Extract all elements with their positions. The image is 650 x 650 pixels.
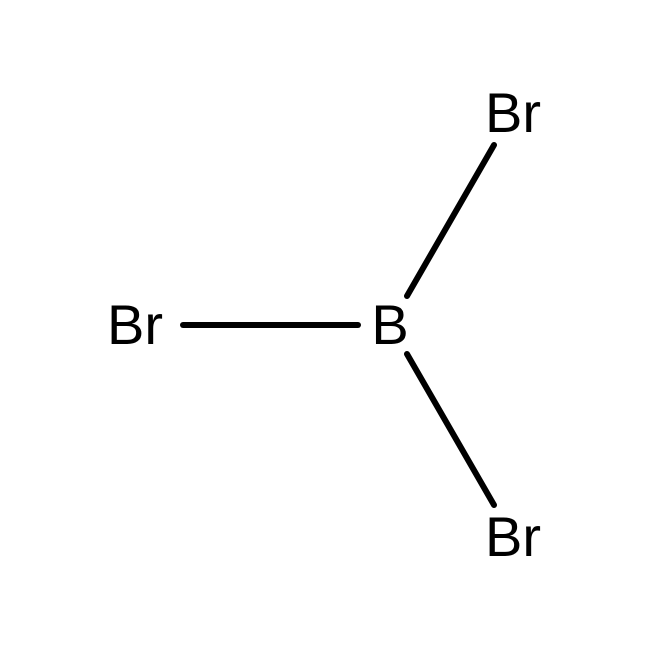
bond-layer — [0, 0, 650, 650]
bond-b-br-upper — [407, 145, 494, 296]
molecule-diagram: B Br Br Br — [0, 0, 650, 650]
atom-boron: B — [371, 297, 408, 353]
atom-bromine-left: Br — [107, 297, 163, 353]
atom-bromine-upper: Br — [485, 85, 541, 141]
atom-bromine-lower: Br — [485, 509, 541, 565]
bond-b-br-lower — [407, 354, 494, 505]
